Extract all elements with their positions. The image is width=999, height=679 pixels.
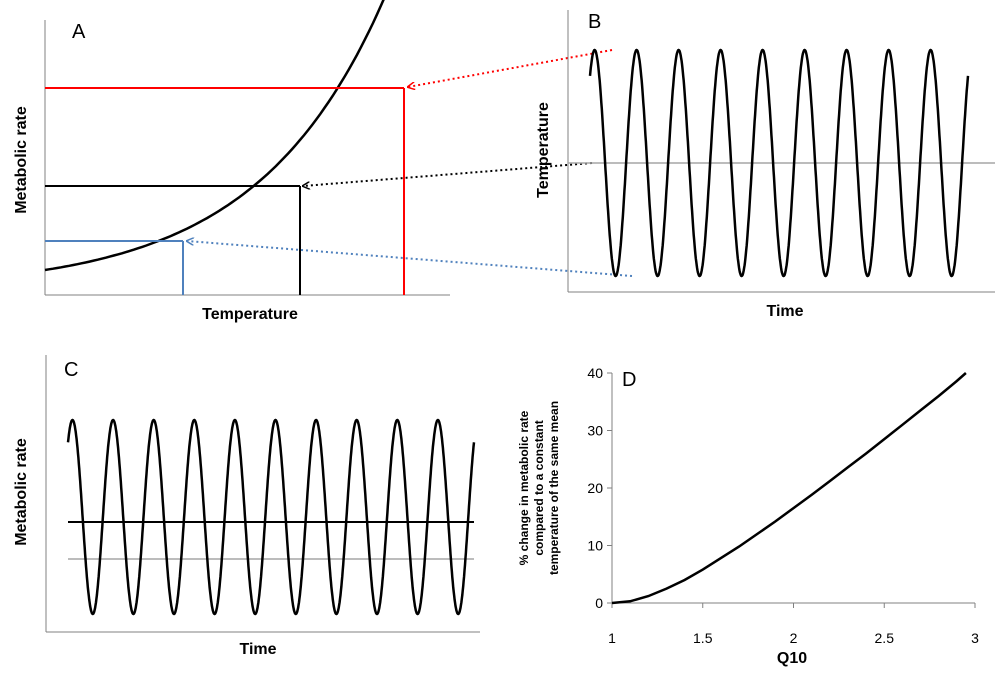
panel-d-ylabel-line-1: % change in metabolic rate — [517, 410, 531, 565]
panel-d-xlabel: Q10 — [777, 650, 807, 667]
panel-c-wave — [66, 418, 476, 616]
panel-a-ylabel: Metabolic rate — [13, 106, 30, 214]
panel-b-wave — [588, 48, 970, 278]
panel-d: D 0 10 20 30 40 1 1.5 2 2.5 3 Q10 % change in met… — [517, 365, 979, 667]
panel-c: C Time Metabolic rate — [13, 355, 480, 658]
panel-a-xlabel: Temperature — [202, 306, 298, 323]
panel-d-xtick-label: 1 — [608, 630, 616, 646]
panel-d-ticks: 0 10 20 30 40 1 1.5 2 2.5 3 — [587, 365, 979, 646]
panel-d-curve — [611, 372, 967, 605]
panel-a-curve — [44, 0, 385, 272]
panel-d-xtick-label: 1.5 — [693, 630, 713, 646]
panel-a: A Temperature Metabolic rate — [13, 0, 450, 323]
panel-b-ylabel: Temperature — [535, 102, 552, 198]
panel-d-letter: D — [622, 369, 636, 391]
connector-high — [408, 49, 613, 87]
panel-d-ytick-label: 20 — [587, 480, 603, 496]
panel-b-xlabel: Time — [766, 303, 803, 320]
panel-d-ytick-label: 10 — [587, 538, 603, 554]
panel-b: B Time Temperature — [535, 10, 995, 320]
panel-d-ytick-label: 30 — [587, 423, 603, 439]
panel-d-xtick-label: 2.5 — [875, 630, 895, 646]
panel-b-letter: B — [588, 11, 601, 33]
panel-a-letter: A — [72, 21, 86, 43]
panel-d-xtick-label: 2 — [790, 630, 798, 646]
panel-c-ylabel: Metabolic rate — [13, 438, 30, 546]
connector-mean — [303, 162, 593, 186]
connectors — [187, 49, 633, 277]
panel-c-letter: C — [64, 359, 78, 381]
panel-d-ylabel-line-2: compared to a constant — [532, 420, 546, 555]
panel-d-xtick-label: 3 — [971, 630, 979, 646]
connector-low — [187, 241, 633, 277]
panel-d-ytick-label: 0 — [595, 595, 603, 611]
panel-d-ytick-label: 40 — [587, 365, 603, 381]
panel-d-ylabel: % change in metabolic rate compared to a… — [517, 401, 561, 575]
panel-c-xlabel: Time — [239, 641, 276, 658]
panel-d-ylabel-line-3: temperature of the same mean — [547, 401, 561, 575]
